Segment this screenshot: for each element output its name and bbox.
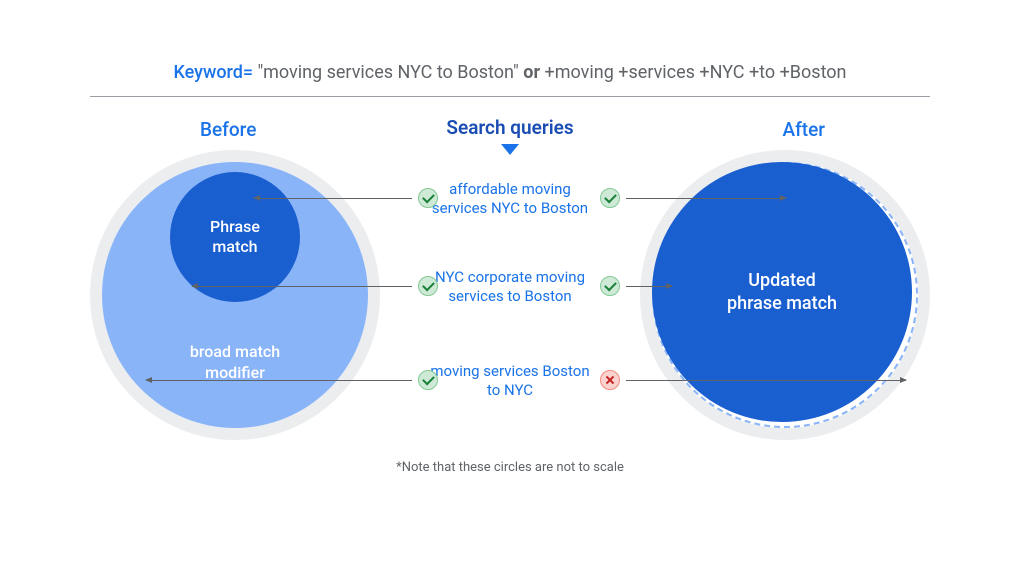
chevron-down-icon [501, 144, 519, 155]
query-3-arrow-left [146, 380, 412, 381]
query-3-after-x-icon [600, 370, 620, 390]
query-2-after-check-icon [600, 276, 620, 296]
label-after: After [782, 118, 825, 141]
footnote: *Note that these circles are not to scal… [0, 460, 1020, 475]
query-1-after-check-icon [600, 188, 620, 208]
header-keyword-line: Keyword= "moving services NYC to Boston"… [0, 62, 1020, 83]
query-1-text: affordable moving services NYC to Boston [0, 180, 1020, 218]
query-1-arrow-left [254, 198, 412, 199]
header-divider [90, 96, 930, 97]
quoted-phrase: "moving services NYC to Boston" [257, 62, 518, 83]
query-2-arrow-right [626, 286, 672, 287]
query-1-before-check-icon [418, 188, 438, 208]
or-word: or [523, 62, 540, 83]
query-3-before-check-icon [418, 370, 438, 390]
query-1-arrow-right [626, 198, 786, 199]
modifier-phrase: +moving +services +NYC +to +Boston [545, 62, 847, 83]
before-phrase-label: Phrase match [195, 217, 275, 257]
keyword-label: Keyword= [173, 62, 253, 83]
query-2-text: NYC corporate moving services to Boston [0, 268, 1020, 306]
query-3-arrow-right [626, 380, 906, 381]
label-search-queries: Search queries [0, 116, 1020, 139]
query-2-arrow-left [192, 286, 412, 287]
query-2-before-check-icon [418, 276, 438, 296]
